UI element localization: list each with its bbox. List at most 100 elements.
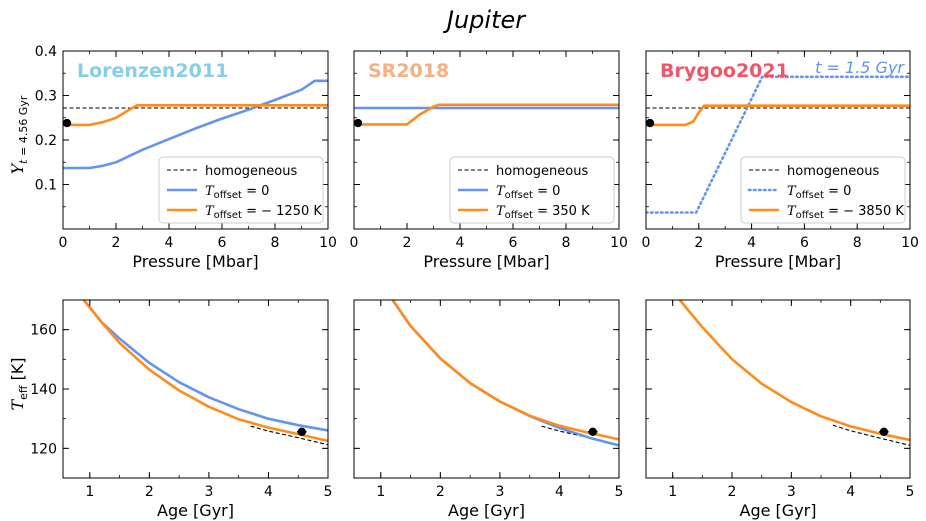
observation-point: [353, 118, 363, 128]
panel-p6: 1 2 3 4 5 Age [Gyr]: [645, 299, 915, 520]
observation-point: [588, 427, 597, 437]
series-line-solid-orange: [354, 103, 619, 126]
observation-point: [62, 118, 72, 128]
x-tick-label: 4: [747, 235, 756, 251]
x-tick-label: 2: [403, 235, 412, 251]
x-tick-label: 5: [324, 484, 333, 500]
x-tick-label: 2: [112, 235, 121, 251]
x-tick-label: 2: [694, 235, 703, 251]
panel-label: Lorenzen2011: [77, 60, 228, 82]
y-tick-label: 0.4: [35, 44, 57, 60]
x-tick-label: 8: [271, 235, 280, 251]
y-tick-label: 0.3: [35, 89, 57, 105]
x-axis-label: Pressure [Mbar]: [423, 252, 549, 271]
x-tick-label: 4: [846, 484, 855, 500]
y-axis-label: Yt = 4.56 Gyr: [8, 95, 30, 174]
x-tick-label: 5: [906, 484, 915, 500]
x-tick-label: 4: [165, 235, 174, 251]
series-line-solid-blue: [82, 300, 328, 432]
x-tick-label: 2: [728, 484, 737, 500]
series-line-dotted-blue: [646, 75, 910, 214]
x-tick-label: 4: [456, 235, 465, 251]
legend: homogeneous Toffset = 0 Toffset = − 1250 K: [158, 156, 324, 224]
panel-label: SR2018: [368, 60, 449, 82]
x-tick-label: 0: [642, 235, 651, 251]
y-tick-label: 0.2: [35, 133, 57, 149]
legend-label: homogeneous: [496, 164, 588, 179]
x-axis-label: Age [Gyr]: [740, 501, 817, 520]
x-tick-label: 1: [376, 484, 385, 500]
observation-point: [645, 118, 655, 128]
x-tick-label: 1: [85, 484, 94, 500]
panel-annotation: t = 1.5 Gyr: [815, 58, 905, 77]
x-tick-label: 8: [562, 235, 571, 251]
series-line-solid-orange: [391, 300, 619, 441]
x-tick-label: 6: [800, 235, 809, 251]
panel-p1: 0 2 4 6 8 10 0.1 0.2 0.3 0.4 Pressure [Mbar] Yt = 4…: [8, 44, 337, 271]
x-axis-label: Pressure [Mbar]: [715, 252, 841, 271]
legend: homogeneous Toffset = 0 Toffset = − 3850 K: [740, 156, 906, 224]
panel-p3: 0 2 4 6 8 10 Pressure [Mbar] Brygoo2021 t = 1.5 …: [642, 50, 919, 271]
panel-p2: 0 2 4 6 8 10 Pressure [Mbar] SR2018 homogeneous T…: [350, 50, 628, 271]
x-axis-label: Age [Gyr]: [157, 501, 234, 520]
y-tick-label: 120: [30, 441, 57, 457]
series-line-solid-orange: [678, 300, 910, 442]
x-tick-label: 1: [668, 484, 677, 500]
legend-frame: [158, 156, 324, 224]
series-line-solid-orange: [646, 104, 910, 127]
plot-area: [646, 75, 910, 214]
x-tick-label: 3: [495, 484, 504, 500]
legend-label: homogeneous: [205, 164, 297, 179]
x-tick-label: 2: [145, 484, 154, 500]
x-axis-label: Pressure [Mbar]: [132, 252, 258, 271]
legend: homogeneous Toffset = 0 Toffset = 350 K: [449, 156, 615, 224]
observation-point: [879, 427, 889, 437]
series-line-dashed-black: [250, 425, 328, 446]
series-line-solid-blue: [63, 79, 328, 170]
x-tick-label: 2: [436, 484, 445, 500]
y-tick-label: 0.1: [35, 178, 57, 194]
legend-label: Toffset = 0: [496, 184, 560, 201]
x-tick-label: 0: [59, 235, 68, 251]
x-tick-label: 10: [901, 235, 919, 251]
series-line-dashed-black: [832, 424, 910, 446]
y-tick-label: 140: [30, 382, 57, 398]
x-axis-label: Age [Gyr]: [448, 501, 525, 520]
plot-area: [63, 79, 328, 170]
legend-frame: [449, 156, 615, 224]
x-tick-label: 4: [264, 484, 273, 500]
series-line-solid-orange: [63, 104, 328, 127]
x-tick-label: 8: [853, 235, 862, 251]
legend-label: Toffset = − 1250 K: [205, 204, 322, 221]
y-axis-label: Teff [K]: [8, 357, 30, 410]
x-tick-label: 0: [350, 235, 359, 251]
panel-p4: 1 2 3 4 5 120 140 160 Age [Gyr] Teff [K]: [8, 299, 333, 520]
plot-area: [391, 300, 619, 447]
legend-label: Toffset = 0: [787, 184, 851, 201]
x-tick-label: 3: [787, 484, 796, 500]
series-line-dashed-black: [541, 425, 619, 446]
x-tick-label: 10: [319, 235, 337, 251]
panel-label: Brygoo2021: [660, 60, 789, 82]
x-tick-label: 3: [204, 484, 213, 500]
legend-frame: [740, 156, 906, 224]
legend-label: Toffset = − 3850 K: [787, 204, 904, 221]
x-tick-label: 6: [509, 235, 518, 251]
axes-frame: [353, 299, 620, 479]
series-line-solid-blue: [391, 300, 619, 447]
legend-label: Toffset = 350 K: [496, 204, 590, 221]
series-line-solid-orange: [82, 300, 328, 443]
panel-p5: 1 2 3 4 5 Age [Gyr]: [353, 299, 623, 520]
x-tick-label: 4: [555, 484, 564, 500]
x-tick-label: 6: [218, 235, 227, 251]
observation-point: [297, 427, 306, 437]
x-tick-label: 10: [610, 235, 628, 251]
figure-title: Jupiter: [443, 6, 527, 34]
axes-frame: [645, 299, 911, 479]
legend-label: homogeneous: [787, 164, 879, 179]
y-tick-label: 160: [30, 323, 57, 339]
plot-area: [354, 103, 619, 126]
axes-frame: [62, 299, 329, 479]
legend-label: Toffset = 0: [205, 184, 269, 201]
